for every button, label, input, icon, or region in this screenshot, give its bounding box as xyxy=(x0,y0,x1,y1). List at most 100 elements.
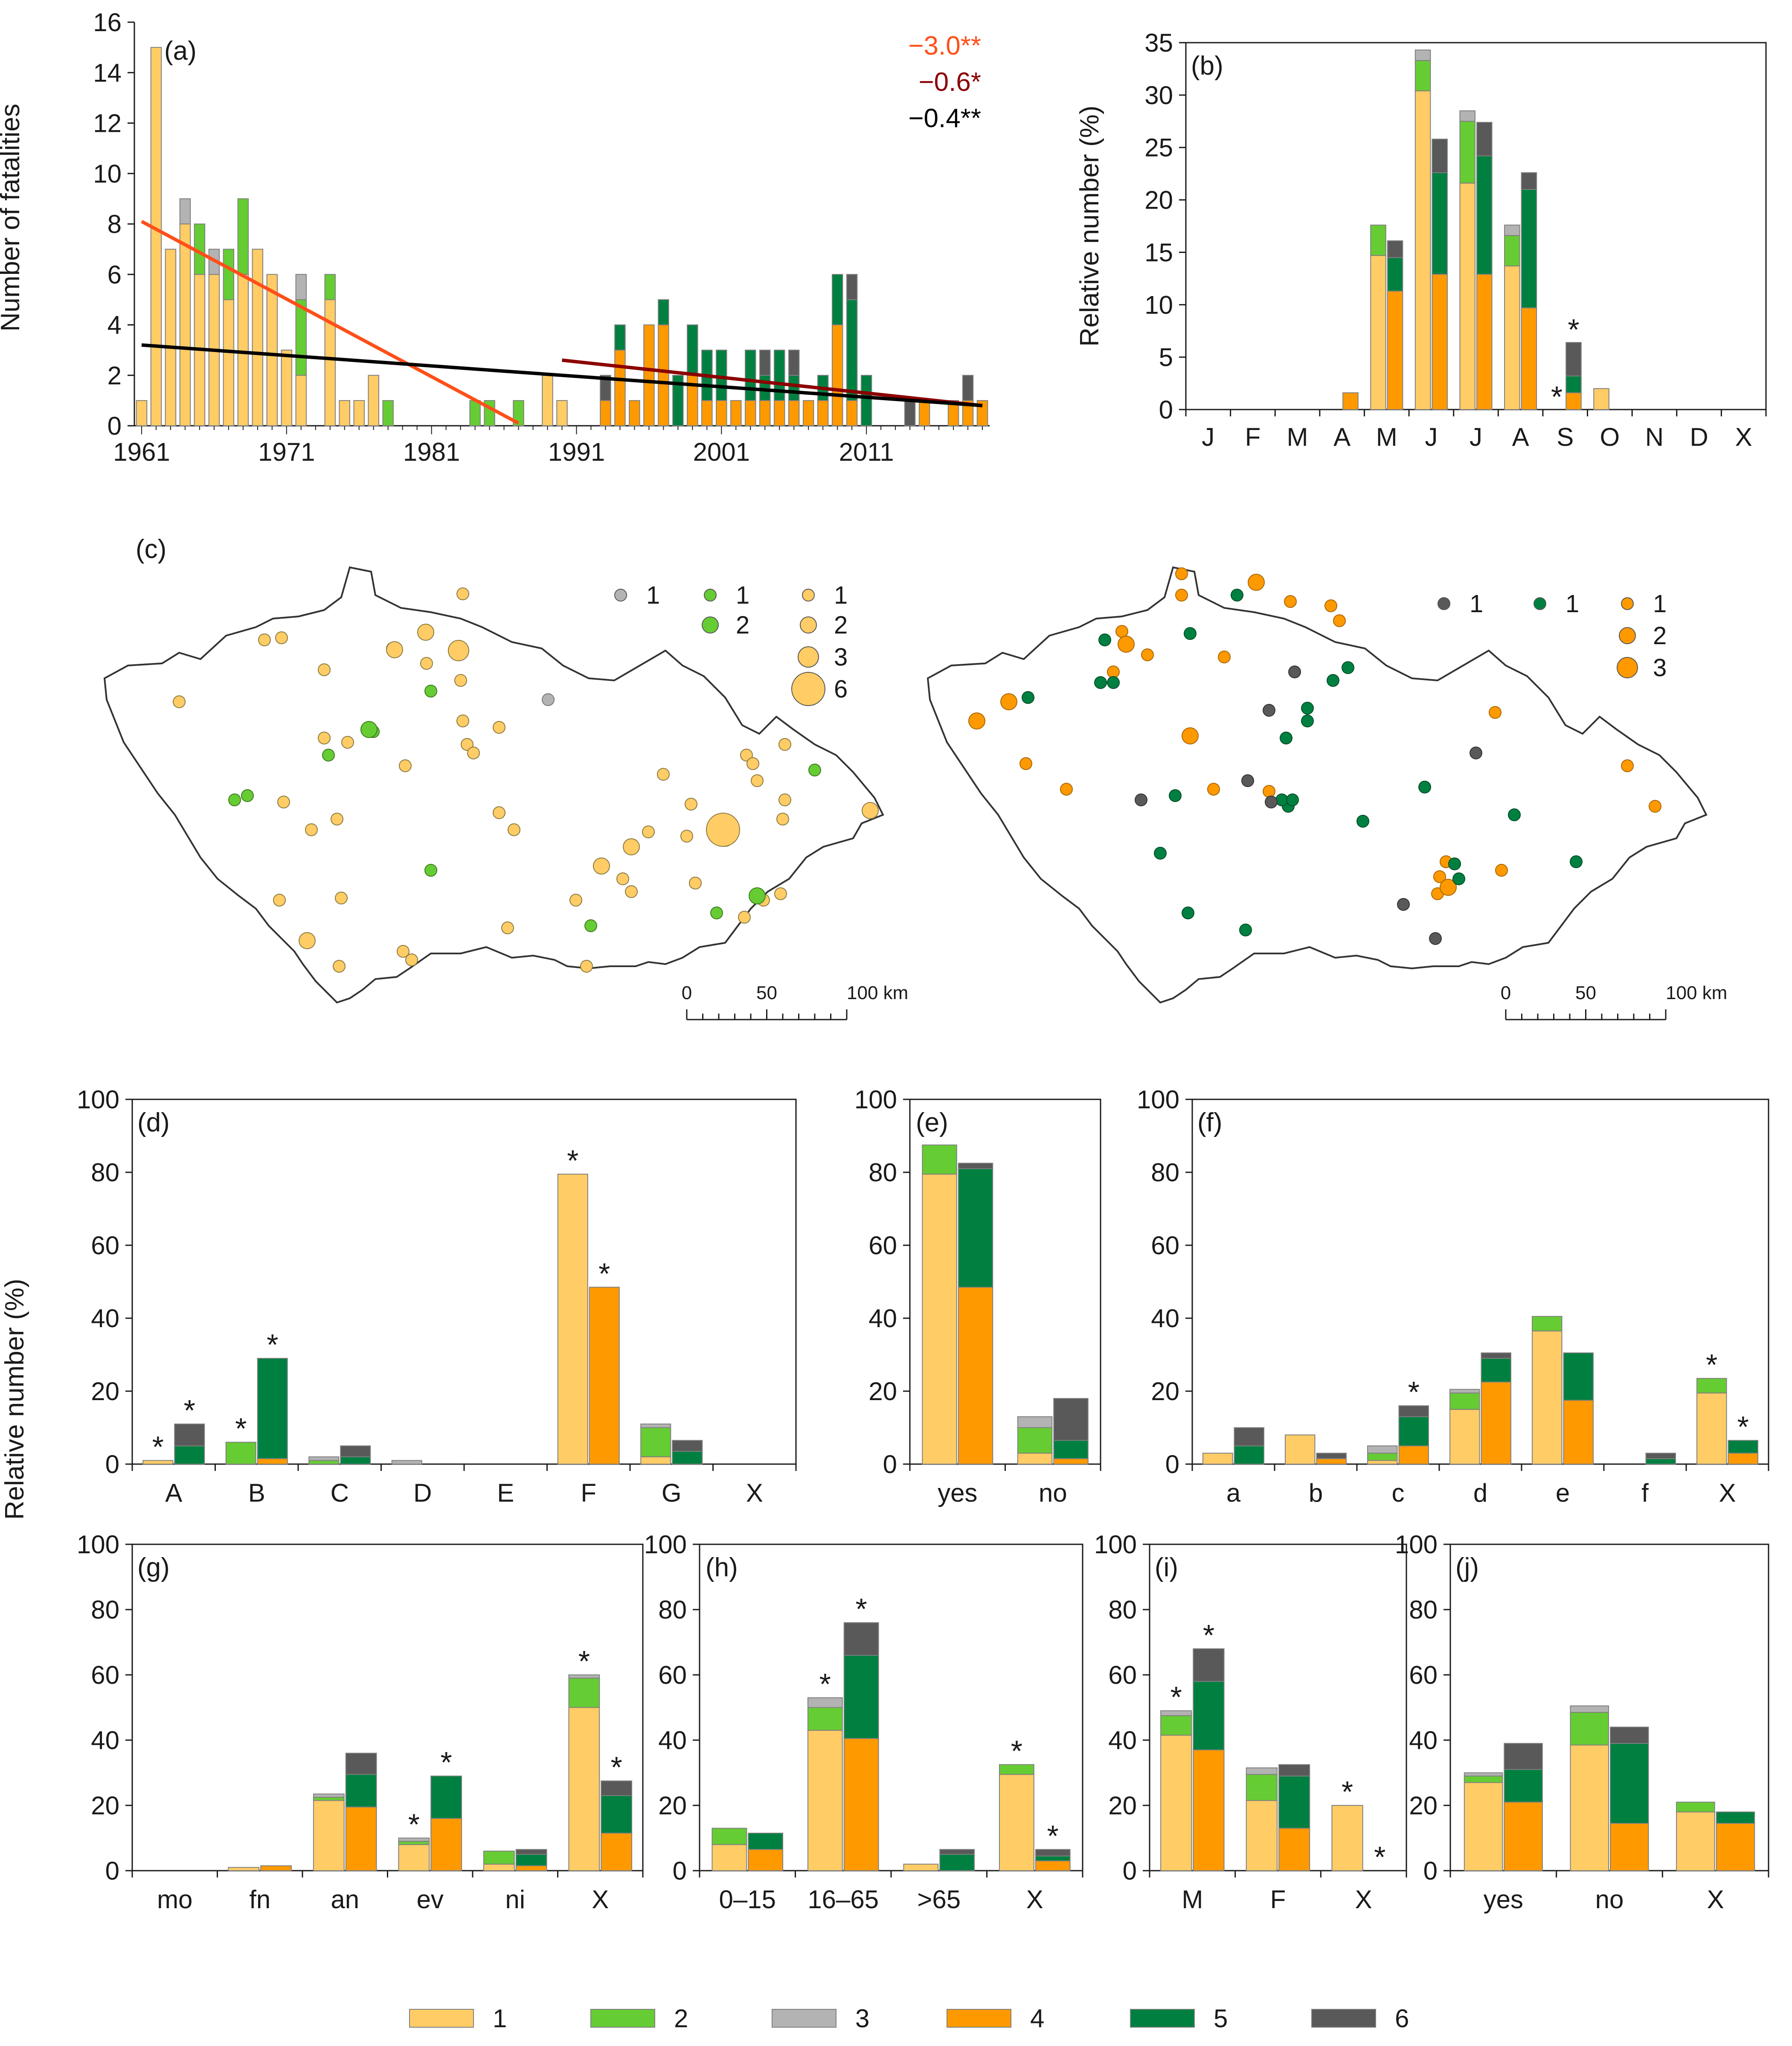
figure-legend: 1 2 3 4 5 6 xyxy=(409,2004,1409,2033)
panel-a-bar-segment xyxy=(831,274,843,326)
panel-a-bar-segment xyxy=(745,400,756,426)
panel-h-bar-segment xyxy=(748,1849,784,1871)
scalebar-label: 0 xyxy=(1501,982,1511,1003)
panel-a-bar-segment xyxy=(716,400,727,426)
map-point-category-1 xyxy=(333,960,346,973)
panel-a-bar-segment xyxy=(629,400,640,426)
panel-f-ytick-label: 40 xyxy=(1151,1304,1179,1333)
panel-i-frame xyxy=(1149,1543,1407,1872)
panel-g-bar-segment xyxy=(345,1774,377,1808)
map-point-category-1 xyxy=(277,796,290,808)
panel-f-ytick-label: 0 xyxy=(1165,1450,1179,1479)
map-left-legend-label: 3 xyxy=(834,643,848,671)
panel-j-xtick-label: yes xyxy=(1484,1885,1523,1914)
panel-i-ytick-label: 0 xyxy=(1123,1857,1137,1885)
map-point-category-1 xyxy=(774,887,787,900)
panel-a-bar-segment xyxy=(730,400,742,426)
panel-h-bar-segment xyxy=(712,1844,747,1871)
map-left-legend-symbol xyxy=(800,616,817,634)
lower-panels-ylabel: Relative number (%) xyxy=(0,1279,29,1520)
map-point-category-1 xyxy=(625,885,638,898)
map-point-category-5 xyxy=(1570,855,1583,868)
map-point-category-1 xyxy=(738,911,751,924)
panel-g-bar-segment xyxy=(398,1844,430,1871)
map-point-category-5 xyxy=(1094,676,1107,689)
panel-h-ytick-label: 80 xyxy=(658,1596,687,1624)
panel-f-significance-star: * xyxy=(1706,1348,1717,1381)
panel-f-bar-segment xyxy=(1367,1453,1398,1461)
panel-e-chart: (e) 0 20 40 60 80 100 yes no xyxy=(854,1085,1101,1507)
legend-swatch xyxy=(409,2009,474,2028)
panel-d-xtick-label: E xyxy=(497,1479,514,1507)
panel-g-bar-segment xyxy=(430,1776,462,1819)
legend-label: 2 xyxy=(674,2004,688,2033)
panel-a-bar-segment xyxy=(687,324,698,376)
map-right-legend-symbol xyxy=(1438,597,1450,610)
panel-a-bar-segment xyxy=(831,324,843,426)
map-point-category-1 xyxy=(493,721,505,734)
panel-d-bar-segment xyxy=(640,1423,671,1428)
map-right-legend-symbol xyxy=(1619,627,1636,644)
panel-j-bar-segment xyxy=(1676,1811,1715,1871)
map-point-category-1 xyxy=(275,631,288,644)
panel-a-bar-segment xyxy=(179,224,191,426)
map-left-legend-label: 1 xyxy=(736,581,749,609)
scalebar-label: 50 xyxy=(1575,982,1596,1003)
panel-f-bar-segment xyxy=(1532,1330,1563,1465)
panel-g-chart: (g) 0 20 40 60 80 100 mo fn an ev ni X * * * * xyxy=(77,1530,644,1914)
panel-g-xtick-label: X xyxy=(592,1885,609,1914)
panel-i-bar-segment xyxy=(1160,1715,1192,1736)
map-point-category-4 xyxy=(1440,879,1457,896)
panel-a-bar-segment xyxy=(223,299,235,426)
panel-j-bar-segment xyxy=(1676,1802,1715,1813)
panel-j-frame xyxy=(1449,1543,1769,1872)
panel-h-xtick-label: >65 xyxy=(917,1885,961,1914)
panel-h-ytick-label: 0 xyxy=(673,1857,687,1885)
panel-j-bar-segment xyxy=(1464,1782,1503,1872)
map-left-legend-label: 2 xyxy=(736,611,749,639)
panel-b-bar-segment xyxy=(1414,90,1431,410)
panel-f-bar-segment xyxy=(1696,1392,1727,1465)
map-point-category-5 xyxy=(1356,815,1369,828)
map-point-category-1 xyxy=(642,825,655,838)
panel-b-bar-segment xyxy=(1521,172,1537,190)
map-point-category-5 xyxy=(1342,661,1354,674)
panel-b-bar-segment xyxy=(1387,240,1403,258)
panel-h-significance-star: * xyxy=(819,1668,831,1701)
legend-label: 3 xyxy=(855,2004,869,2033)
panel-b-xtick-label: A xyxy=(1512,423,1529,451)
panel-h-ytick-label: 100 xyxy=(644,1530,687,1559)
panel-h-bar-segment xyxy=(939,1849,975,1855)
map-point-category-4 xyxy=(1118,636,1135,653)
map-point-category-6 xyxy=(1397,898,1410,911)
map-point-category-5 xyxy=(1452,872,1465,885)
map-point-category-1 xyxy=(685,798,697,811)
panel-g-label: (g) xyxy=(137,1553,170,1582)
map-point-category-4 xyxy=(1248,574,1265,591)
panel-i-label: (i) xyxy=(1155,1553,1178,1582)
panel-a-bar-segment xyxy=(774,400,785,426)
panel-j-ytick-label: 60 xyxy=(1409,1661,1438,1689)
panel-d-xtick-label: X xyxy=(746,1479,763,1507)
panel-b-ytick-label: 25 xyxy=(1144,134,1173,162)
panel-f-ytick-label: 100 xyxy=(1137,1085,1179,1114)
panel-d-significance-star: * xyxy=(598,1257,610,1290)
panel-d-bar-segment xyxy=(672,1440,703,1452)
panel-f-ytick-label: 80 xyxy=(1151,1158,1179,1187)
map-point-category-5 xyxy=(1280,732,1292,744)
panel-a-bar-segment xyxy=(614,349,626,426)
map-right-outline xyxy=(926,566,1708,1004)
panel-d-significance-star: * xyxy=(152,1430,164,1463)
panel-a-bar-segment xyxy=(295,274,307,300)
map-point-category-4 xyxy=(1107,666,1120,678)
panel-f-bar-segment xyxy=(1645,1453,1676,1459)
panel-h-xtick-label: 0–15 xyxy=(719,1885,776,1914)
panel-a-bar-segment xyxy=(237,274,249,426)
panel-i-bar-segment xyxy=(1193,1749,1225,1872)
panel-a-bar-segment xyxy=(759,400,771,426)
map-point-category-1 xyxy=(778,793,791,806)
map-point-category-3 xyxy=(542,693,555,706)
panel-b-bar-segment xyxy=(1370,224,1386,256)
panel-a-ytick-label: 14 xyxy=(93,58,122,87)
map-point-category-1 xyxy=(680,830,693,843)
